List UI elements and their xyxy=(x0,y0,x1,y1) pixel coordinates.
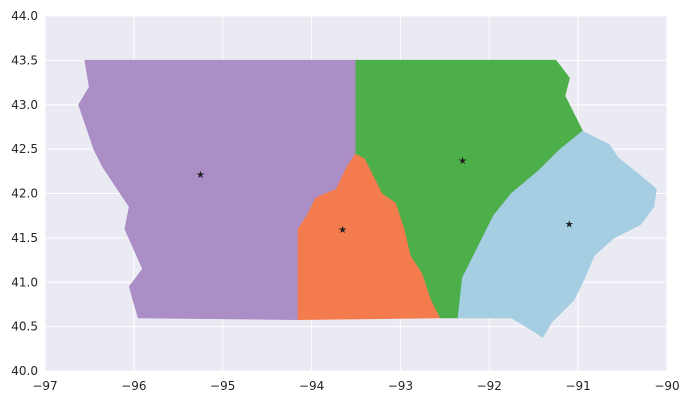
x-tick-label: −91 xyxy=(565,379,590,393)
x-tick-label: −97 xyxy=(32,379,57,393)
x-tick-label: −90 xyxy=(654,379,679,393)
district-centers: ★ ★ ★ ★ xyxy=(196,156,574,236)
x-tick-label: −93 xyxy=(388,379,413,393)
y-tick-label: 42.5 xyxy=(11,142,38,156)
district-center-marker: ★ xyxy=(458,156,467,167)
x-tick-label: −94 xyxy=(299,379,324,393)
district-center-marker: ★ xyxy=(338,225,347,236)
y-tick-label: 43.5 xyxy=(11,53,38,67)
y-axis-tick-labels: 40.0 40.5 41.0 41.5 42.0 42.5 43.0 43.5 44.0 xyxy=(11,9,38,378)
y-tick-label: 41.5 xyxy=(11,231,38,245)
x-tick-label: −95 xyxy=(210,379,235,393)
district-regions xyxy=(78,59,657,338)
x-tick-label: −92 xyxy=(477,379,502,393)
district-center-marker: ★ xyxy=(196,170,205,181)
district-region-4 xyxy=(457,130,657,338)
x-tick-label: −96 xyxy=(121,379,146,393)
y-tick-label: 40.5 xyxy=(11,320,38,334)
y-tick-label: 43.0 xyxy=(11,98,38,112)
y-tick-label: 41.0 xyxy=(11,275,38,289)
y-tick-label: 44.0 xyxy=(11,9,38,23)
y-tick-label: 40.0 xyxy=(11,364,38,378)
y-tick-label: 42.0 xyxy=(11,187,38,201)
district-center-marker: ★ xyxy=(565,220,574,231)
x-axis-tick-labels: −97 −96 −95 −94 −93 −92 −91 −90 xyxy=(32,379,679,393)
